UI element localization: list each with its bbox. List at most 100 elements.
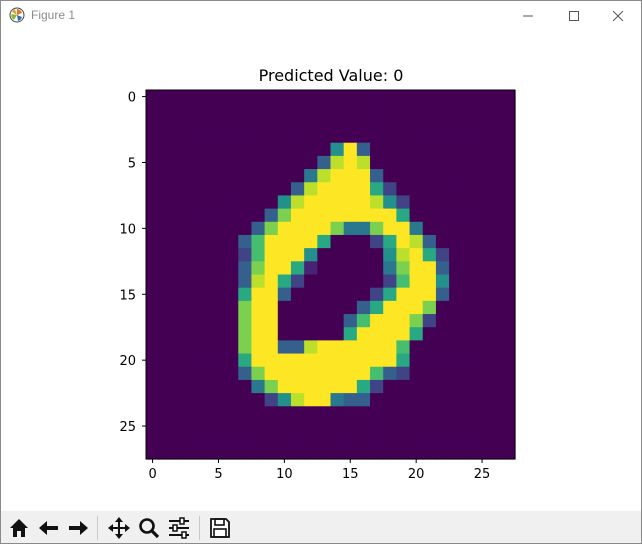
heatmap-cell — [488, 274, 503, 289]
heatmap-cell — [304, 142, 318, 157]
heatmap-cell — [304, 261, 318, 276]
close-button[interactable] — [595, 1, 641, 31]
heatmap-cell — [462, 314, 477, 328]
heatmap-cell — [396, 353, 411, 368]
heatmap-cell — [211, 234, 226, 249]
heatmap-cell — [343, 353, 358, 368]
heatmap-cell — [211, 90, 226, 104]
heatmap-cell — [304, 300, 318, 315]
heatmap-cell — [264, 300, 279, 315]
maximize-button[interactable] — [551, 1, 597, 31]
heatmap-cell — [422, 169, 437, 183]
heatmap-cell — [185, 327, 200, 341]
home-button[interactable] — [5, 514, 33, 542]
heatmap-cell — [146, 169, 160, 183]
heatmap-cell — [449, 261, 463, 276]
heatmap-cell — [409, 406, 424, 421]
heatmap-cell — [383, 90, 397, 104]
heatmap-cell — [146, 300, 160, 315]
heatmap-cell — [370, 155, 384, 170]
heatmap-cell — [185, 155, 200, 170]
heatmap-cell — [435, 221, 450, 236]
heatmap-cell — [264, 287, 279, 302]
heatmap-cell — [159, 169, 173, 183]
back-button[interactable] — [35, 514, 63, 542]
heatmap-cell — [435, 406, 450, 421]
figure-canvas[interactable]: Predicted Value: 0 0 5 10 15 20 25 0 5 10 15 20 25 — [1, 31, 641, 511]
heatmap-cell — [488, 353, 503, 368]
heatmap-cell — [198, 353, 213, 368]
configure-subplots-button[interactable] — [165, 514, 193, 542]
zoom-button[interactable] — [135, 514, 163, 542]
heatmap-cell — [304, 234, 318, 249]
heatmap-cell — [396, 432, 411, 447]
heatmap-cell — [251, 103, 266, 117]
heatmap-cell — [277, 234, 292, 249]
heatmap-cell — [238, 221, 253, 236]
heatmap-plot[interactable]: 0 5 10 15 20 25 0 5 10 15 20 25 — [1, 31, 641, 511]
heatmap-cell — [435, 234, 450, 249]
heatmap-cell — [146, 445, 160, 460]
heatmap-cell — [290, 182, 305, 197]
heatmap-cell — [304, 221, 318, 236]
heatmap-cell — [264, 393, 279, 407]
heatmap-cell — [211, 353, 226, 368]
heatmap-cell — [422, 248, 437, 262]
heatmap-cell — [449, 195, 463, 210]
heatmap-cell — [501, 432, 516, 447]
heatmap-cell — [277, 327, 292, 341]
heatmap-cell — [449, 287, 463, 302]
heatmap-cell — [159, 393, 173, 407]
heatmap-cell — [304, 169, 318, 183]
heatmap-cell — [356, 366, 371, 381]
axes-frame — [145, 89, 516, 460]
heatmap-cell — [211, 208, 226, 223]
heatmap-cell — [330, 195, 345, 210]
heatmap-cell — [264, 221, 279, 236]
heatmap-cell — [172, 419, 187, 434]
heatmap-cell — [211, 379, 226, 394]
forward-button[interactable] — [64, 514, 92, 542]
save-button[interactable] — [206, 514, 234, 542]
heatmap-cell — [435, 340, 450, 355]
heatmap-cell — [330, 340, 345, 355]
pan-button[interactable] — [105, 514, 133, 542]
heatmap-cell — [422, 366, 437, 381]
heatmap-cell — [501, 327, 516, 341]
heatmap-cell — [225, 406, 239, 421]
heatmap-cell — [383, 274, 397, 289]
heatmap-cell — [198, 116, 213, 131]
heatmap-cell — [383, 142, 397, 157]
heatmap-cell — [449, 169, 463, 183]
heatmap-cell — [370, 142, 384, 157]
title-bar[interactable]: Figure 1 — [1, 1, 641, 31]
heatmap-cell — [304, 90, 318, 104]
heatmap-cell — [146, 142, 160, 157]
heatmap-cell — [159, 234, 173, 249]
heatmap-cell — [356, 155, 371, 170]
heatmap-cell — [343, 90, 358, 104]
heatmap-cell — [462, 406, 477, 421]
heatmap-cell — [356, 103, 371, 117]
heatmap-cell — [198, 432, 213, 447]
heatmap-cell — [475, 248, 490, 262]
heatmap-cell — [409, 379, 424, 394]
heatmap-cell — [409, 221, 424, 236]
x-tick-label: 0 — [148, 467, 156, 482]
heatmap-cell — [435, 379, 450, 394]
heatmap-cell — [422, 340, 437, 355]
heatmap-cell — [435, 195, 450, 210]
minimize-button[interactable] — [505, 1, 551, 31]
heatmap-cell — [488, 182, 503, 197]
heatmap-cell — [225, 90, 239, 104]
heatmap-cell — [370, 300, 384, 315]
heatmap-cell — [462, 234, 477, 249]
heatmap-cell — [396, 155, 411, 170]
heatmap-cell — [146, 221, 160, 236]
heatmap-cell — [501, 116, 516, 131]
heatmap-cell — [211, 432, 226, 447]
heatmap-cell — [422, 274, 437, 289]
heatmap-cell — [396, 248, 411, 262]
heatmap-cell — [488, 300, 503, 315]
heatmap-cell — [146, 116, 160, 131]
